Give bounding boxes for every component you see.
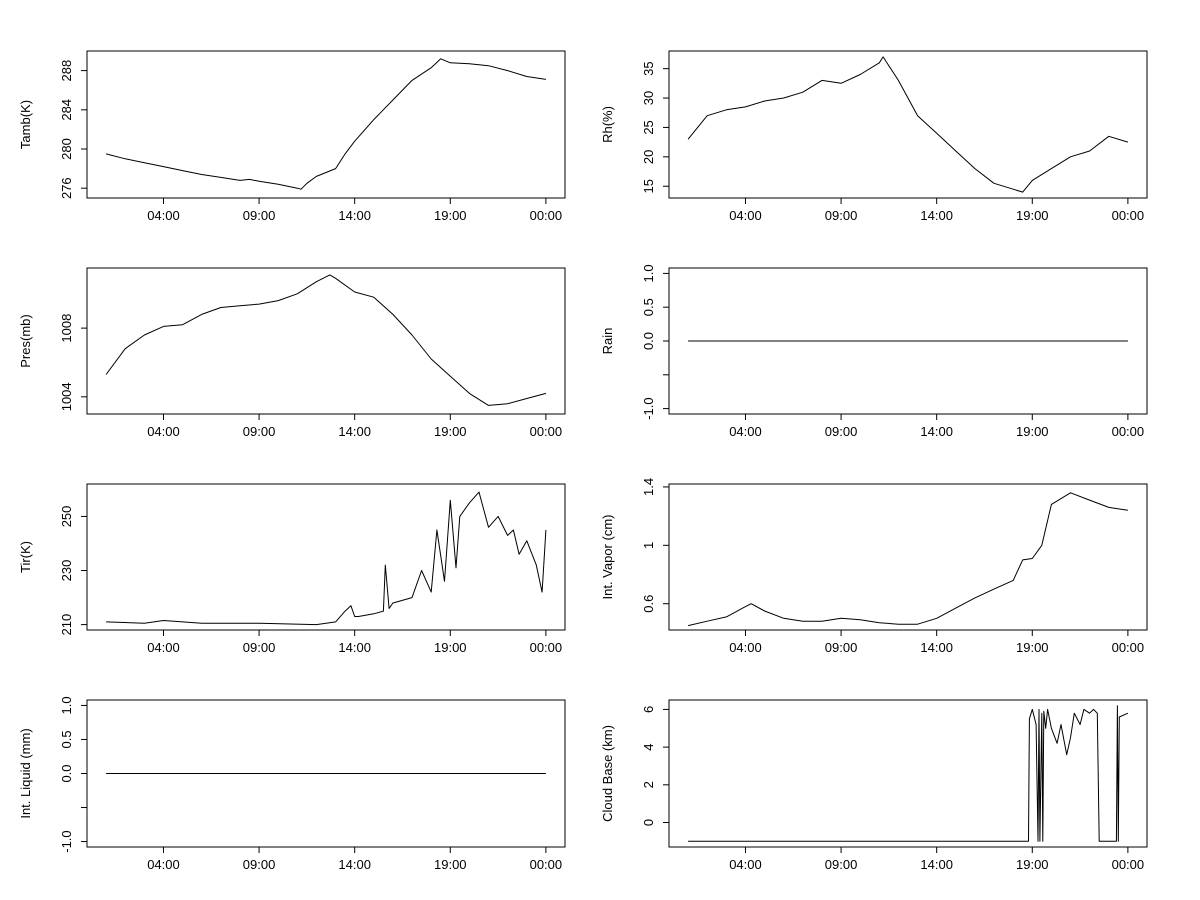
y-tick-label: 0.5 xyxy=(641,298,656,316)
x-tick-label: 04:00 xyxy=(147,857,180,872)
y-axis-label: Int. Liquid (mm) xyxy=(18,728,33,818)
x-tick-label: 14:00 xyxy=(920,857,953,872)
x-tick-label: 04:00 xyxy=(147,208,180,223)
panel-5: 04:00 09:00 14:00 19:00 00:00 210 230 250 Tir(K) xyxy=(18,483,566,655)
x-tick-label: 19:00 xyxy=(434,640,467,655)
x-tick-label: 00:00 xyxy=(1112,424,1145,439)
x-tick-label: 19:00 xyxy=(1016,857,1049,872)
panel-6: 04:00 09:00 14:00 19:00 00:00 0.6 1 1.4 Int. Vap… xyxy=(600,478,1148,655)
panel-3: 04:00 09:00 14:00 19:00 00:00 1004 1008 Pres(mb… xyxy=(18,267,566,439)
panel-1: 04:00 09:00 14:00 19:00 00:00 276 280 284 288 Tam… xyxy=(18,50,566,223)
series-line xyxy=(105,274,547,406)
x-tick-label: 09:00 xyxy=(825,208,858,223)
x-tick-label: 14:00 xyxy=(338,857,371,872)
y-tick-label: 20 xyxy=(641,150,656,164)
x-tick-label: 14:00 xyxy=(920,640,953,655)
y-tick-label: 276 xyxy=(59,177,74,199)
y-tick-label: 1008 xyxy=(59,314,74,343)
plot-frame xyxy=(668,483,1148,631)
x-tick-label: 00:00 xyxy=(530,640,563,655)
panel-4: 04:00 09:00 14:00 19:00 00:00 -1.0 0.0 0.5 1.0 Ra… xyxy=(600,264,1148,439)
y-tick-label: 1004 xyxy=(59,382,74,411)
y-tick-label: 288 xyxy=(59,60,74,82)
x-tick-label: 09:00 xyxy=(825,640,858,655)
y-axis-label: Tir(K) xyxy=(18,541,33,573)
x-tick-label: 09:00 xyxy=(243,857,276,872)
x-tick-label: 00:00 xyxy=(1112,208,1145,223)
series-line xyxy=(688,705,1129,842)
x-tick-label: 00:00 xyxy=(530,857,563,872)
y-axis-label: Rain xyxy=(600,328,615,355)
plot-frame xyxy=(86,267,566,415)
series-line xyxy=(687,492,1128,627)
y-tick-label: 1.0 xyxy=(59,696,74,714)
y-tick-label: 2 xyxy=(641,781,656,788)
x-tick-label: 09:00 xyxy=(243,208,276,223)
x-tick-label: 04:00 xyxy=(147,640,180,655)
y-axis-label: Tamb(K) xyxy=(18,100,33,149)
y-tick-label: 6 xyxy=(641,706,656,713)
x-tick-label: 19:00 xyxy=(434,208,467,223)
y-tick-label: 280 xyxy=(59,138,74,160)
series-line xyxy=(105,58,546,190)
x-tick-label: 14:00 xyxy=(338,640,371,655)
panel-8: 04:00 09:00 14:00 19:00 00:00 0 2 4 6 Cloud Base … xyxy=(600,699,1148,872)
x-tick-label: 04:00 xyxy=(147,424,180,439)
x-tick-label: 04:00 xyxy=(729,640,762,655)
y-tick-label: 210 xyxy=(59,614,74,636)
x-tick-label: 19:00 xyxy=(1016,640,1049,655)
x-tick-label: 19:00 xyxy=(1016,424,1049,439)
x-tick-label: 19:00 xyxy=(434,424,467,439)
y-tick-label: 0.0 xyxy=(641,332,656,350)
x-tick-label: 19:00 xyxy=(1016,208,1049,223)
series-line xyxy=(687,56,1129,193)
x-tick-label: 14:00 xyxy=(338,424,371,439)
x-tick-label: 14:00 xyxy=(920,424,953,439)
y-axis-label: Int. Vapor (cm) xyxy=(600,514,615,599)
x-tick-label: 14:00 xyxy=(338,208,371,223)
y-axis-label: Cloud Base (km) xyxy=(600,725,615,822)
x-tick-label: 04:00 xyxy=(729,857,762,872)
series-line xyxy=(106,491,547,626)
y-tick-label: 1.0 xyxy=(641,264,656,282)
y-axis-label: Pres(mb) xyxy=(18,314,33,367)
y-tick-label: 1.4 xyxy=(641,478,656,496)
x-tick-label: 04:00 xyxy=(729,208,762,223)
y-axis-label: Rh(%) xyxy=(600,106,615,143)
y-tick-label: 230 xyxy=(59,560,74,582)
x-tick-label: 09:00 xyxy=(825,424,858,439)
y-tick-label: 4 xyxy=(641,743,656,750)
y-tick-label: 284 xyxy=(59,99,74,121)
y-tick-label: 0.6 xyxy=(641,595,656,613)
y-tick-label: 0.0 xyxy=(59,764,74,782)
x-tick-label: 19:00 xyxy=(434,857,467,872)
x-tick-label: 00:00 xyxy=(1112,857,1145,872)
x-tick-label: 00:00 xyxy=(530,424,563,439)
x-tick-label: 00:00 xyxy=(530,208,563,223)
x-tick-label: 09:00 xyxy=(825,857,858,872)
y-tick-label: 0 xyxy=(641,819,656,826)
plot-frame xyxy=(668,699,1148,848)
x-tick-label: 09:00 xyxy=(243,640,276,655)
plot-frame xyxy=(668,50,1148,199)
panel-2: 04:00 09:00 14:00 19:00 00:00 15 20 25 30 35 Rh(%) xyxy=(600,50,1148,223)
plot-frame xyxy=(86,50,566,199)
x-tick-label: 09:00 xyxy=(243,424,276,439)
y-tick-label: -1.0 xyxy=(641,397,656,419)
y-tick-label: 15 xyxy=(641,179,656,193)
plot-frame xyxy=(86,483,566,631)
y-tick-label: 1 xyxy=(641,542,656,549)
y-tick-label: 250 xyxy=(59,506,74,528)
x-tick-label: 04:00 xyxy=(729,424,762,439)
y-tick-label: 25 xyxy=(641,120,656,134)
x-tick-label: 14:00 xyxy=(920,208,953,223)
y-tick-label: -1.0 xyxy=(59,830,74,852)
y-tick-label: 35 xyxy=(641,61,656,75)
x-tick-label: 00:00 xyxy=(1112,640,1145,655)
panel-7: 04:00 09:00 14:00 19:00 00:00 -1.0 0.0 0.5 1.0 In… xyxy=(18,696,566,872)
y-tick-label: 30 xyxy=(641,91,656,105)
y-tick-label: 0.5 xyxy=(59,730,74,748)
